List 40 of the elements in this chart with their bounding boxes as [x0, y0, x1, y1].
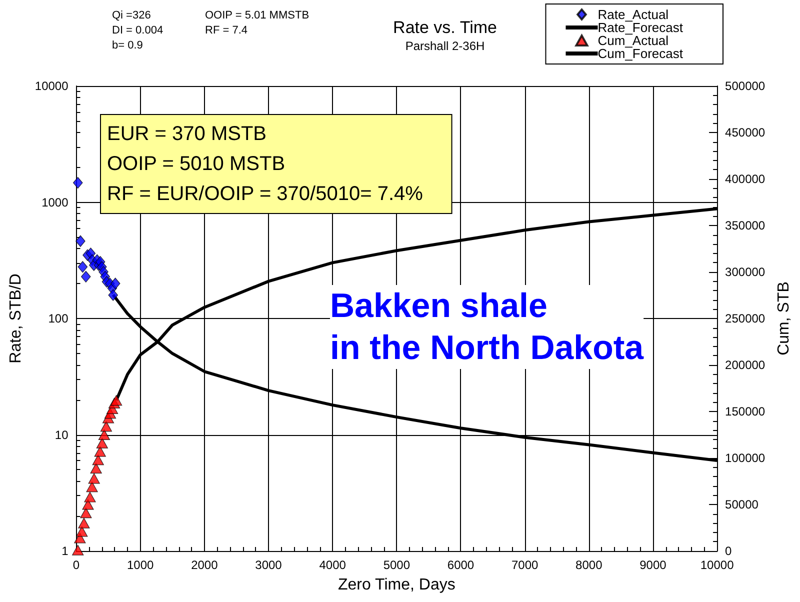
x-tick-label: 8000	[576, 558, 603, 572]
x-tick-label: 3000	[255, 558, 282, 572]
y2-tick-label: 200000	[725, 358, 766, 372]
chart-title: Rate vs. Time	[393, 18, 497, 37]
y2-tick-label: 250000	[725, 312, 766, 326]
x-tick-label: 7000	[511, 558, 538, 572]
legend-label: Rate_Actual	[598, 7, 669, 22]
y2-tick-label: 400000	[725, 172, 766, 186]
x-tick-label: 0	[72, 558, 80, 572]
legend-label: Cum_Forecast	[598, 46, 684, 61]
x-tick-label: 4000	[319, 558, 346, 572]
chart-subtitle: Parshall 2-36H	[405, 39, 485, 53]
annotation: Bakken shale in the North Dakota	[330, 287, 645, 367]
y-tick-label: 1000	[42, 195, 69, 210]
y2-tick-label: 450000	[725, 126, 766, 140]
x-axis-title: Zero Time, Days	[338, 576, 456, 594]
text: OOIP = 5.01 MMSTB RF = 7.4	[205, 10, 310, 36]
y2-tick-label: 300000	[725, 265, 766, 279]
y2-tick-label: 0	[725, 544, 732, 558]
x-tick-label: 5000	[383, 558, 410, 572]
y2-tick-label: 350000	[725, 218, 766, 232]
y-tick-label: 1	[62, 544, 69, 558]
y2-tick-label: 150000	[725, 404, 766, 418]
x-tick-label: 9000	[640, 558, 667, 572]
text: Qi =326 DI = 0.004 b= 0.9	[112, 10, 164, 52]
x-tick-label: 6000	[447, 558, 474, 572]
x-tick-label: 10000	[700, 558, 734, 572]
y-tick-label: 100	[48, 312, 69, 326]
annotation: EUR = 370 MSTB OOIP = 5010 MSTB RF = EUR/OOIP = 370/5010= 7.4%	[107, 123, 424, 205]
y2-tick-label: 500000	[725, 79, 766, 93]
x-tick-label: 1000	[126, 558, 154, 572]
y2-tick-label: 100000	[725, 451, 766, 465]
y-axis-title: Rate, STB/D	[8, 274, 24, 364]
legend-label: Rate_Forecast	[598, 20, 684, 35]
legend-label: Cum_Actual	[598, 33, 669, 48]
y-tick-label: 10000	[34, 79, 69, 93]
y-tick-label: 10	[54, 428, 69, 442]
y2-tick-label: 50000	[725, 498, 759, 512]
y2-axis-title: Cum, STB	[776, 282, 792, 356]
x-tick-label: 2000	[191, 558, 218, 572]
